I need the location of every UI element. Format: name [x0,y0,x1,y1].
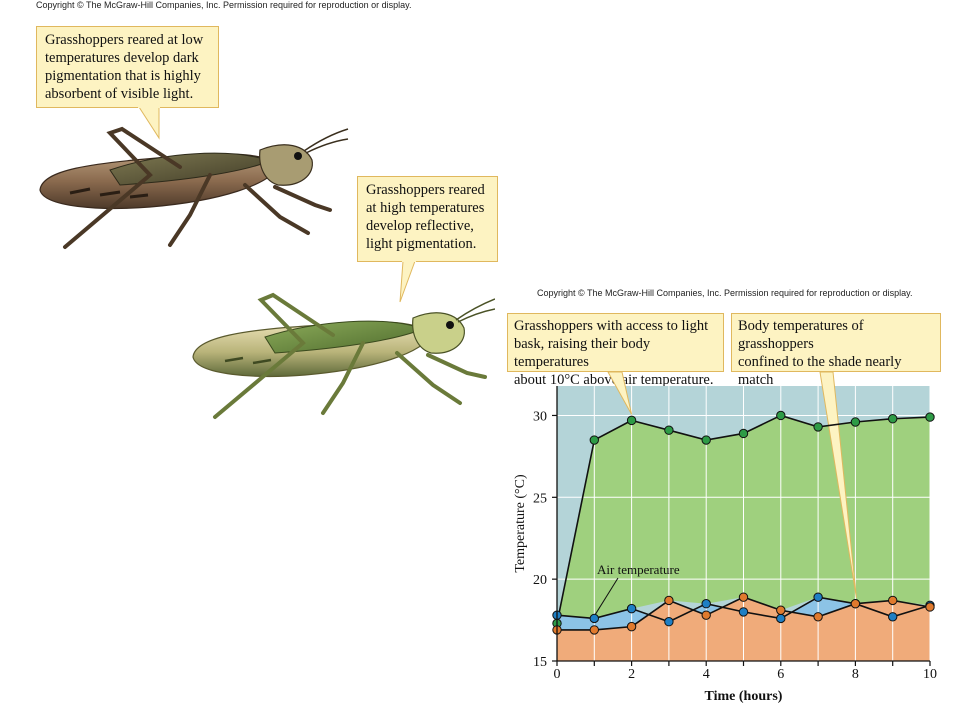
bask-data-point [776,410,786,421]
air-temperature-area [557,597,930,630]
shade-data-point [701,610,711,620]
air-data-point [888,612,898,622]
x-tick-label: 8 [852,667,859,682]
copyright-notice-top: Copyright © The McGraw-Hill Companies, I… [36,0,412,10]
air-temperature-annotation-line [594,577,619,615]
shade-data-point [925,602,935,612]
grasshopper-dark-illustration [39,126,349,249]
air-temperature-annotation: Air temperature [597,562,680,577]
air-data-point [776,613,786,624]
shade-data-point [888,595,898,606]
x-tick-label: 2 [628,667,635,682]
x-axis-label: Time (hours) [705,689,783,704]
y-tick-label: 25 [533,491,547,506]
y-axis-label: Temperature (°C) [513,474,528,573]
air-data-point [701,599,711,609]
x-tick-label: 4 [703,667,710,682]
callout-low-temperature: Grasshoppers reared at low temperatures … [36,26,219,108]
x-tick-label: 0 [554,667,561,682]
bask-data-point [664,425,674,435]
shade-data-point [664,595,674,606]
bask-data-point [888,414,898,424]
light-eye [446,321,454,329]
y-tick-label: 15 [533,655,547,670]
shade-data-point [738,592,749,602]
air-data-point [738,607,749,617]
air-data-point [813,592,823,602]
light-legs [213,292,487,419]
dark-eye [294,152,302,160]
temperature-chart: 0 2 4 6 8 10 15 20 25 30 Air temperature Time (ho… [513,372,937,704]
y-tick-label: 30 [533,409,547,424]
callout-shade-pointer [819,372,857,598]
shade-data-point [813,612,823,622]
dark-legs [63,126,332,249]
bask-data-point [850,417,861,427]
y-tick-label: 20 [533,573,547,588]
callout-shade: Body temperatures of grasshoppers confin… [731,313,941,406]
shade-data-point [626,621,637,632]
light-antenna [455,298,495,323]
grasshopper-light-illustration [192,292,495,419]
x-tick-label: 10 [923,667,937,682]
bask-data-point [626,415,637,426]
air-data-point [626,603,637,614]
shade-data-point [850,599,861,609]
shade-data-point [589,625,600,635]
callout-basking-pointer [607,372,633,415]
callout-low-pointer [138,106,160,140]
callout-high-temperature: Grasshoppers reared at high temperatures… [357,176,498,262]
bask-data-point [925,412,935,422]
x-tick-label: 6 [777,667,784,682]
callout-basking: Grasshoppers with access to light bask, … [507,313,724,388]
bask-data-point [738,428,749,439]
copyright-notice-chart: Copyright © The McGraw-Hill Companies, I… [537,288,913,298]
shade-data-point [776,605,786,615]
callout-high-pointer [399,260,416,303]
air-data-point [664,617,674,627]
air-data-point [589,613,600,624]
bask-data-point [589,435,600,445]
dark-antenna [303,128,349,154]
bask-data-point [813,422,823,432]
bask-data-point [701,435,711,445]
